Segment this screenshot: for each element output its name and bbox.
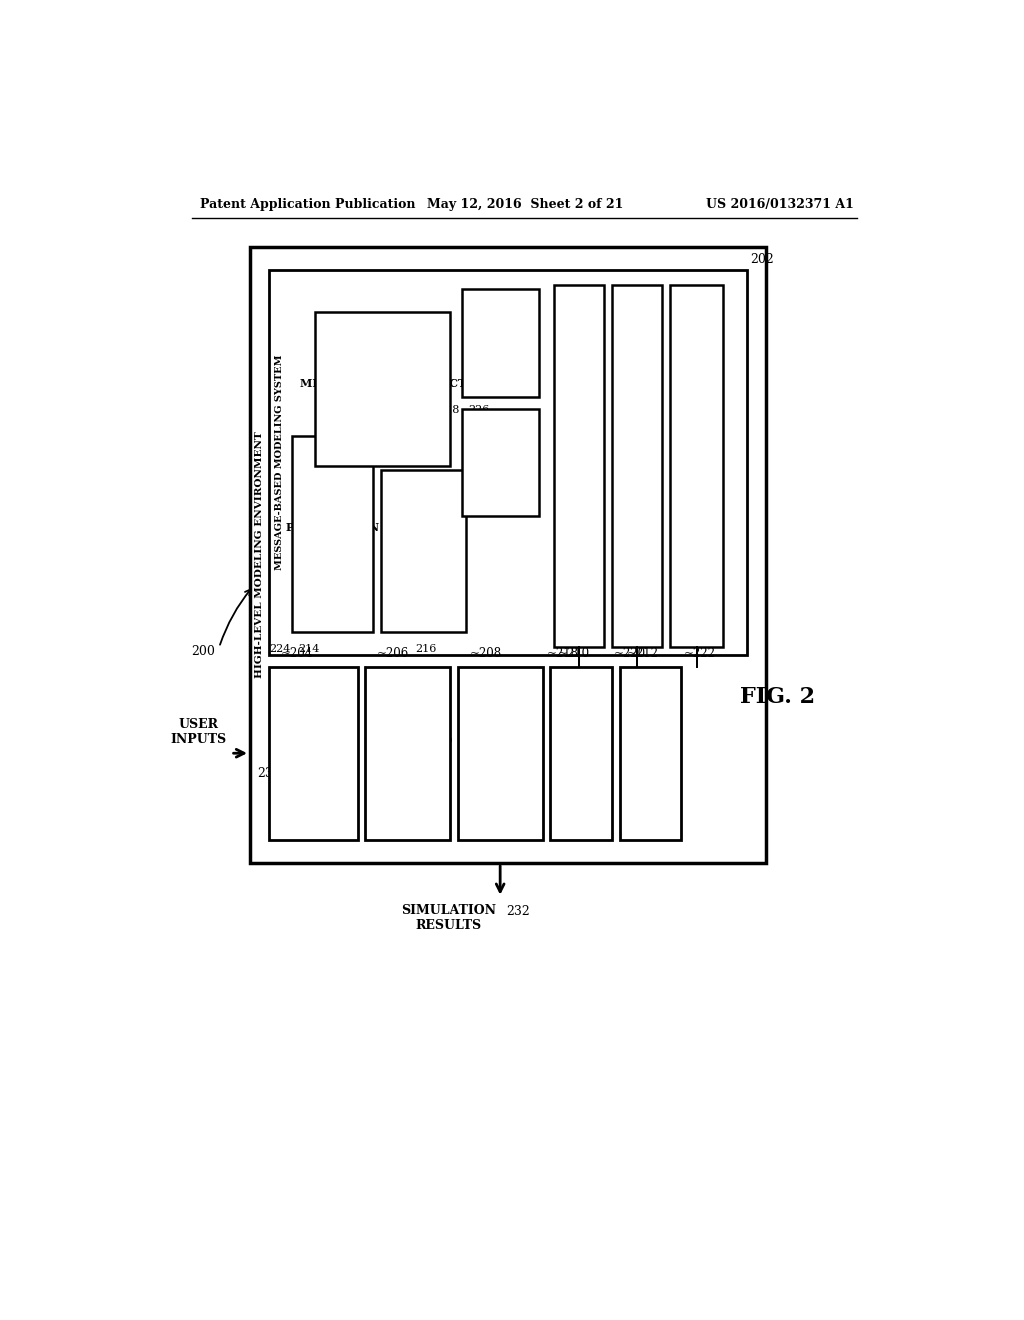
Text: ~212: ~212 bbox=[628, 647, 659, 660]
Bar bbox=[250, 247, 766, 863]
Text: Patent Application Publication: Patent Application Publication bbox=[200, 198, 416, 211]
Bar bbox=[381, 470, 466, 632]
Text: 224: 224 bbox=[269, 644, 291, 653]
Bar bbox=[458, 667, 543, 840]
Bar bbox=[554, 285, 604, 647]
Text: MODEL
EXECUTION
ENGINE: MODEL EXECUTION ENGINE bbox=[462, 735, 539, 771]
Bar bbox=[269, 271, 746, 655]
Text: MESSAGE-
TYPE
CLASS
PACKAGE: MESSAGE- TYPE CLASS PACKAGE bbox=[468, 323, 532, 363]
Text: 214: 214 bbox=[298, 644, 319, 653]
Bar bbox=[292, 436, 373, 632]
Bar bbox=[462, 409, 539, 516]
Text: 228: 228 bbox=[438, 405, 460, 414]
Text: May 12, 2016  Sheet 2 of 21: May 12, 2016 Sheet 2 of 21 bbox=[427, 198, 623, 211]
Text: 226: 226 bbox=[468, 405, 489, 414]
Text: ~208: ~208 bbox=[469, 647, 502, 660]
Text: MESSAGE-
BASED
EXECUTION
ENGINE: MESSAGE- BASED EXECUTION ENGINE bbox=[384, 527, 462, 576]
Text: ~206: ~206 bbox=[377, 647, 410, 660]
Text: 202: 202 bbox=[751, 253, 774, 267]
Text: FIG. 2: FIG. 2 bbox=[739, 686, 815, 709]
Bar bbox=[670, 285, 724, 647]
Text: MODEL
BUILDER: MODEL BUILDER bbox=[551, 742, 610, 766]
Text: ~218: ~218 bbox=[547, 647, 579, 660]
Text: REPORT GENERATOR: REPORT GENERATOR bbox=[633, 401, 641, 531]
Text: TIME-BASED
MODELING
SYSTEM: TIME-BASED MODELING SYSTEM bbox=[271, 735, 355, 771]
Bar bbox=[462, 289, 539, 397]
Text: 232: 232 bbox=[506, 906, 530, 919]
Bar bbox=[269, 667, 357, 840]
Text: VERIFICATION ENGINE: VERIFICATION ENGINE bbox=[574, 396, 584, 537]
Text: PROPAGATION
ENGINE: PROPAGATION ENGINE bbox=[286, 521, 380, 545]
Text: MESSAGE-BASED MODELING SYSTEM: MESSAGE-BASED MODELING SYSTEM bbox=[275, 355, 285, 570]
Text: CLOCK: CLOCK bbox=[628, 747, 673, 759]
Text: ~220: ~220 bbox=[614, 647, 646, 660]
Text: STATE-BASED
MODELING
SYSTEM: STATE-BASED MODELING SYSTEM bbox=[364, 735, 453, 771]
Bar bbox=[550, 667, 611, 840]
Text: ~222: ~222 bbox=[683, 647, 716, 660]
Bar bbox=[611, 285, 662, 647]
Text: HIGH-LEVEL MODELING ENVIRONMENT: HIGH-LEVEL MODELING ENVIRONMENT bbox=[255, 432, 263, 678]
Bar bbox=[366, 667, 451, 840]
Text: ~210: ~210 bbox=[558, 647, 590, 660]
Text: US 2016/0132371 A1: US 2016/0132371 A1 bbox=[707, 198, 854, 211]
Text: MESSAGE-BASED OBJECT
CONSTRUCTION: MESSAGE-BASED OBJECT CONSTRUCTION bbox=[300, 378, 466, 401]
Text: 230: 230 bbox=[258, 767, 282, 780]
Text: ~204: ~204 bbox=[281, 647, 313, 660]
Text: 200: 200 bbox=[191, 644, 215, 657]
Text: INTERFACE ENGINE: INTERFACE ENGINE bbox=[692, 405, 701, 528]
Text: MESSAGE-
BASED
COMPONENT
CLASS
PACKAGE: MESSAGE- BASED COMPONENT CLASS PACKAGE bbox=[463, 437, 538, 488]
Text: USER
INPUTS: USER INPUTS bbox=[171, 718, 226, 746]
Bar bbox=[315, 313, 451, 466]
Text: SIMULATION
RESULTS: SIMULATION RESULTS bbox=[401, 904, 497, 932]
Text: 216: 216 bbox=[416, 644, 437, 653]
Bar bbox=[620, 667, 681, 840]
